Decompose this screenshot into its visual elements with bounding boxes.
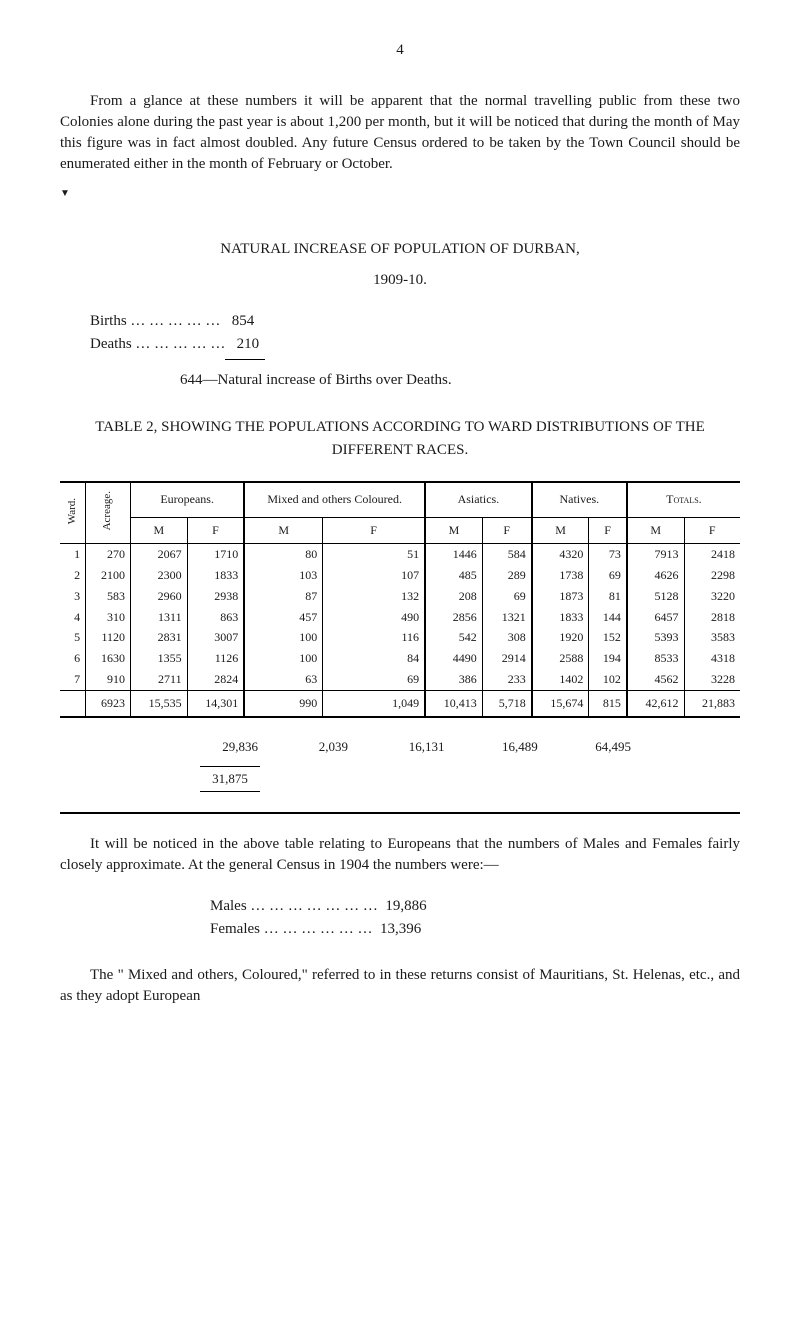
grand-total: 64,495 [568,738,658,756]
males-value: 19,886 [385,898,426,914]
asiatics-header: Asiatics. [425,482,532,517]
group-totals-row: 29,836 2,039 16,131 16,489 64,495 [60,738,740,756]
table-header-row: Ward. Acreage. Europeans. Mixed and othe… [60,482,740,517]
census-block: Males … … … … … … … 19,886 Females … … …… [210,896,740,940]
page-number: 4 [60,40,740,61]
sub-f: F [323,517,425,543]
totals-header: Totals. [627,482,740,517]
europeans-header: Europeans. [131,482,245,517]
europeans-total: 29,836 [195,738,285,756]
section-title: NATURAL INCREASE OF POPULATION OF DURBAN… [60,239,740,260]
births-value: 854 [232,313,255,329]
births-label: Births … … … … … [90,313,220,329]
section-subtitle: 1909-10. [60,270,740,291]
table-row: 6163013551126100844490291425881948533431… [60,648,740,669]
asiatics-total: 16,131 [382,738,472,756]
table-subheader-row: M F M F M F M F M F [60,517,740,543]
para2: It will be noticed in the above table re… [60,834,740,876]
sub-f: F [684,517,740,543]
sub-m: M [131,517,188,543]
sub-m: M [425,517,482,543]
table-row: 221002300183310310748528917386946262298 [60,565,740,586]
females-value: 13,396 [380,921,421,937]
ward-header: Ward. [65,498,80,524]
intro-paragraph: From a glance at these numbers it will b… [60,91,740,175]
grand-31875: 31,875 [212,770,248,788]
para3: The " Mixed and others, Coloured," refer… [60,965,740,1007]
mixed-header: Mixed and others Coloured. [244,482,425,517]
natural-increase: 644—Natural increase of Births over Deat… [180,370,740,391]
table-row: 4310131186345749028561321183314464572818 [60,607,740,628]
natives-total: 16,489 [475,738,565,756]
sub-f: F [187,517,244,543]
natives-header: Natives. [532,482,627,517]
table-total-row: 692315,53514,3019901,04910,4135,71815,67… [60,690,740,716]
population-table: Ward. Acreage. Europeans. Mixed and othe… [60,481,740,718]
females-label: Females … … … … … … [210,921,373,937]
mixed-total: 2,039 [288,738,378,756]
sub-m: M [244,517,322,543]
sub-m: M [627,517,684,543]
grand-total-line: 31,875 [200,766,260,792]
table-row: 1270206717108051144658443207379132418 [60,544,740,565]
males-label: Males … … … … … … … [210,898,378,914]
deaths-value: 210 [237,336,260,352]
table-row: 5112028313007100116542308192015253933583 [60,627,740,648]
marker: ▼ [60,187,740,201]
sub-m: M [532,517,589,543]
sub-f: F [482,517,531,543]
table-row: 7910271128246369386233140210245623228 [60,669,740,690]
births-deaths-block: Births … … … … … 854 Deaths … … … … … 21… [60,311,740,360]
table-row: 358329602938871322086918738151283220 [60,586,740,607]
table-caption: TABLE 2, SHOWING THE POPULATIONS ACCORDI… [60,416,740,461]
deaths-label: Deaths … … … … … [90,336,225,352]
acreage-header: Acreage. [100,491,115,530]
sub-f: F [589,517,627,543]
underline [225,359,265,360]
